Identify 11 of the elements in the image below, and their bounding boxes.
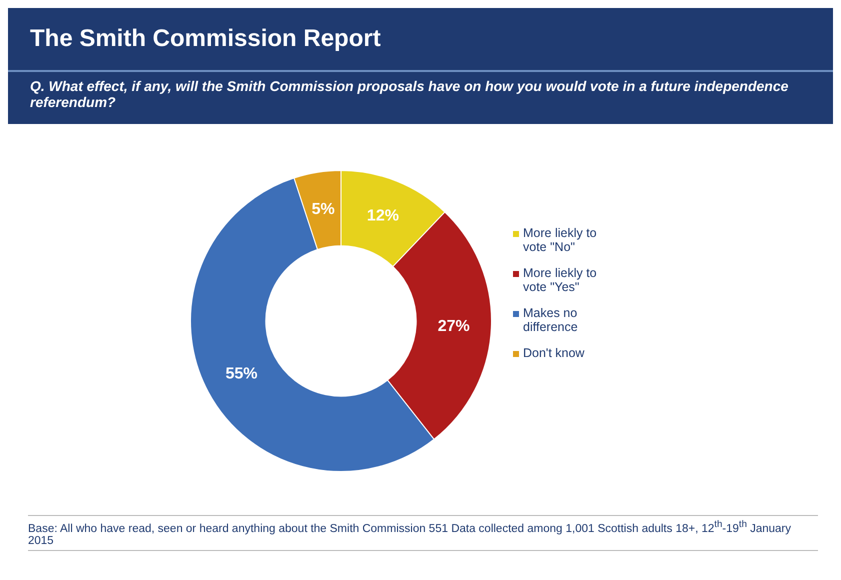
legend-label: More liekly to vote "No" <box>523 226 598 254</box>
chart-title: The Smith Commission Report <box>8 8 833 70</box>
data-label: 27% <box>438 318 470 335</box>
text: Base: All who have read, seen or heard anything about the Smith Commission 551 Data collected among 1,001 Scottish adults 18+, 12$^{th}$-19$^{th}$ January 2015 <box>28 519 792 547</box>
legend-label: Don't know <box>523 346 584 360</box>
data-label: 5% <box>312 200 335 218</box>
data-label: 12% <box>366 208 399 225</box>
data-label: 55% <box>225 366 258 383</box>
chart-subtitle: Q. What effect, if any, will the Smith Commission proposals have on how you would vote in a future independence referendum? <box>8 70 833 124</box>
legend-label: Makes no difference <box>523 306 579 334</box>
legend-label: More liekly to vote "Yes" <box>523 266 598 294</box>
